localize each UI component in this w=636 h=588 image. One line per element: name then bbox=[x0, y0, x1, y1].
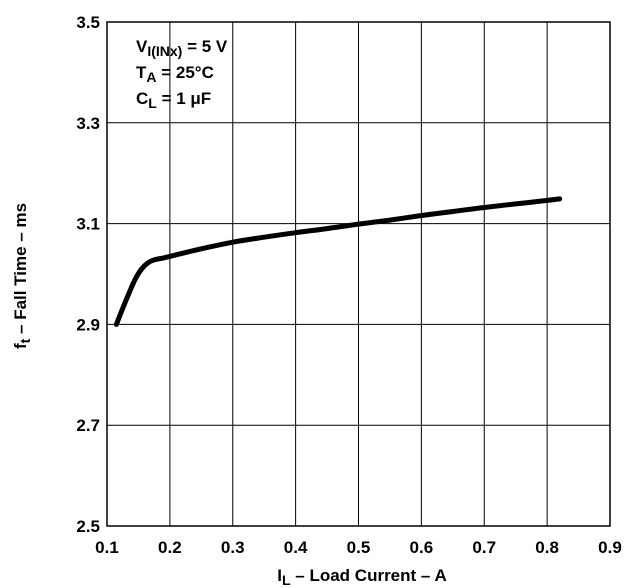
y-tick-labels: 2.5 2.7 2.9 3.1 3.3 3.5 bbox=[76, 13, 100, 536]
annotation-cl: CL = 1 μF bbox=[136, 89, 211, 111]
y-tick-label: 2.5 bbox=[76, 517, 100, 536]
x-axis-title: IL – Load Current – A bbox=[277, 566, 446, 588]
annotation-box: VI(INx) = 5 V TA = 25°C CL = 1 μF bbox=[136, 37, 228, 111]
y-axis-title: ft – Fall Time – ms bbox=[11, 203, 33, 349]
x-tick-label: 0.2 bbox=[158, 538, 182, 557]
x-tick-label: 0.1 bbox=[95, 538, 119, 557]
y-tick-label: 3.3 bbox=[76, 114, 100, 133]
y-tick-label: 3.1 bbox=[76, 215, 100, 234]
x-tick-label: 0.4 bbox=[284, 538, 308, 557]
x-tick-label: 0.7 bbox=[472, 538, 496, 557]
x-tick-label: 0.8 bbox=[535, 538, 559, 557]
y-tick-label: 2.9 bbox=[76, 315, 100, 334]
annotation-vin: VI(INx) = 5 V bbox=[136, 37, 228, 59]
x-tick-label: 0.9 bbox=[598, 538, 622, 557]
x-tick-label: 0.3 bbox=[221, 538, 245, 557]
x-tick-label: 0.5 bbox=[347, 538, 371, 557]
y-tick-label: 2.7 bbox=[76, 416, 100, 435]
plot-frame bbox=[106, 21, 611, 527]
y-tick-label: 3.5 bbox=[76, 13, 100, 32]
x-tick-labels: 0.1 0.2 0.3 0.4 0.5 0.6 0.7 0.8 0.9 bbox=[95, 538, 622, 557]
annotation-ta: TA = 25°C bbox=[136, 63, 214, 85]
x-tick-label: 0.6 bbox=[410, 538, 434, 557]
series-line bbox=[113, 196, 563, 327]
